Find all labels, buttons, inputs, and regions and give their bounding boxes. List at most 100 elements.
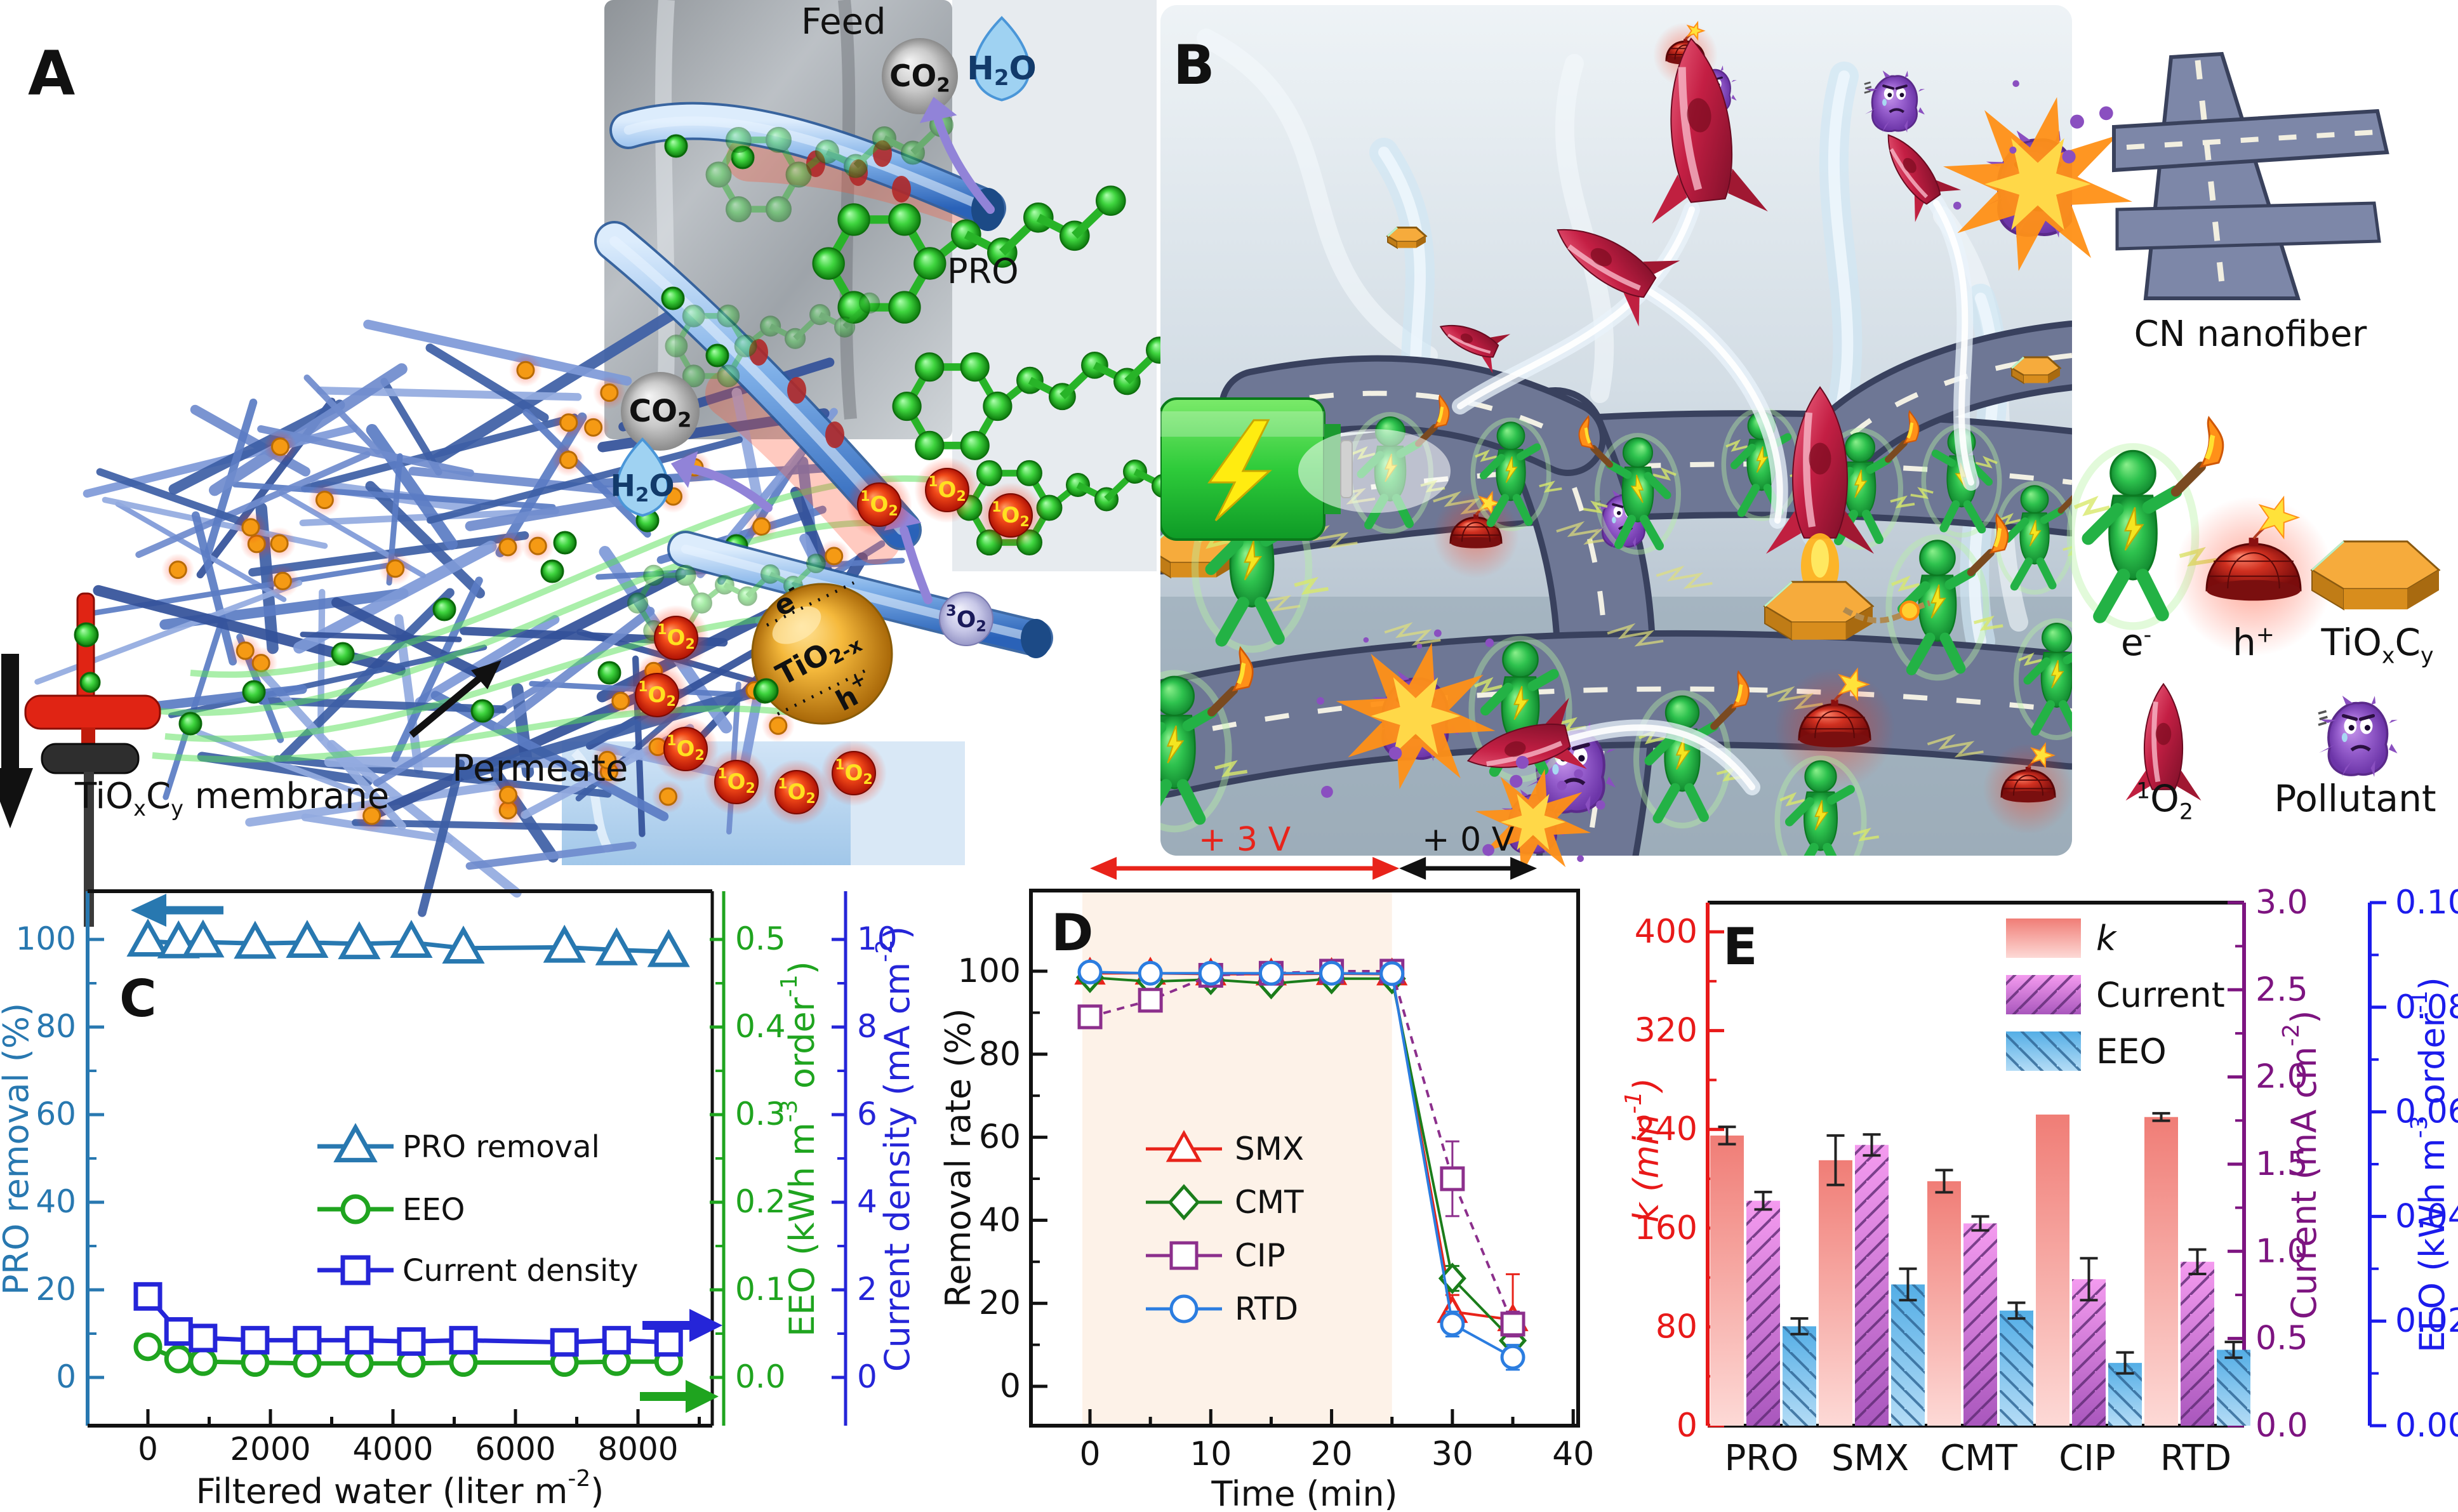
electrode-assembly [0,592,161,927]
data-marker [345,1325,374,1355]
lightning-icon [1244,540,1263,581]
d-x-tick: 30 [1432,1435,1473,1473]
d-x-tick: 0 [1079,1435,1100,1473]
e-bar-k-pro [1710,1125,1744,1426]
c-blue-tick: 6 [857,1096,877,1132]
pollutant-molecule [665,292,880,388]
singlet-oxygen-label: 1O2 [717,766,755,797]
d-legend-item: RTD [1146,1290,1298,1327]
e-bar-current-pro [1746,1190,1780,1426]
triplet-oxygen: 3O2 [939,592,993,646]
e-bar-eeo-smx [1891,1267,1925,1426]
membrane-label: TiOxCy membrane [75,776,390,821]
spark-icon [1838,667,1871,702]
e-bar-k-smx [1819,1134,1852,1426]
panel-letter-e: E [1723,917,1758,976]
singlet-oxygen-label: 1O2 [667,733,705,764]
arrow-icon [919,96,957,124]
spark-icon [1477,490,1503,517]
c-x-tick: 4000 [352,1431,433,1468]
lightning-icon [1675,738,1691,770]
d-y-tick: 60 [979,1118,1021,1157]
e-blue-tick: 0.00 [2395,1407,2458,1445]
e-category-label: RTD [2160,1438,2231,1479]
e-purple-tick: 1.5 [2255,1145,2308,1183]
c-green-tick: 0.2 [735,1183,786,1220]
data-marker [1440,1166,1465,1191]
d-y-tick: 0 [1000,1367,1021,1405]
data-marker [338,921,381,960]
data-marker [449,1325,478,1355]
singlet-oxygen-label: 1O2 [2136,777,2193,825]
c-left-axis-title: PRO removal (%) [0,1003,36,1295]
tioxcy-label: TiOxCy [2321,621,2434,669]
panel-letter-d: D [1051,903,1094,962]
data-marker [397,1327,426,1356]
panel-letter-a: A [28,38,76,109]
panel-letter-b: B [1173,34,1215,97]
data-marker [1319,960,1345,986]
d-x-tick: 20 [1311,1435,1353,1473]
c-green-tick: 0.5 [735,920,786,957]
c-blue-tick: 10 [857,920,898,957]
d-y-tick: 40 [979,1201,1021,1239]
c-x-tick: 2000 [230,1431,310,1468]
c-left-tick: 0 [56,1358,76,1395]
data-marker [293,1325,322,1355]
c-green-axis-title: EEO (kWh m-3 order-1) [776,961,822,1337]
data-marker [182,919,225,958]
data-marker [340,1194,371,1224]
d-legend-label: RTD [1235,1290,1298,1327]
h2o-label: H2O [610,469,674,507]
data-marker [164,1317,193,1346]
data-marker [1198,960,1223,986]
d-y-tick: 20 [979,1284,1021,1322]
data-marker [1500,1344,1525,1370]
data-marker [1169,1241,1199,1270]
cn-nanofiber-label: CN nanofiber [2134,314,2367,355]
permeate-label: Permeate [452,746,628,790]
data-marker [543,924,586,963]
spark-icon [2258,495,2301,540]
e-purple-tick: 0.0 [2255,1407,2308,1445]
co2-sphere [882,38,958,114]
pollutant-label: Pollutant [2274,777,2436,820]
e-purple-tick: 0.5 [2255,1320,2308,1358]
data-marker [602,1325,631,1355]
d-x-tick: 10 [1190,1435,1232,1473]
electron-runner-icon [2066,416,2224,630]
e-bar-eeo-cip [2108,1351,2142,1426]
lightning-icon [2029,520,2042,547]
c-series-pro-removal [126,918,690,967]
arrowhead-icon [1510,857,1538,880]
membrane-arrow-icon [471,660,502,689]
lightning-icon [1166,725,1185,764]
d-legend-label: CIP [1235,1237,1285,1274]
arrow-icon [670,451,698,488]
singlet-oxygen-label: 1O2 [778,776,816,807]
d-x-label: Time (min) [1211,1474,1397,1512]
singlet-oxygen-label: 1O2 [638,679,676,710]
singlet-oxygen-rocket-icon [2125,682,2202,801]
d-annotation: + 3 V [1090,821,1400,880]
c-legend-label: Current density [402,1253,639,1289]
e-blue-tick: 0.02 [2395,1302,2458,1340]
down-arrow-icon [0,654,33,828]
singlet-oxygen-rocket-icon [1887,134,1979,491]
d-legend-item: CMT [1146,1184,1304,1221]
data-marker [595,927,638,965]
e-legend-label: EEO [2096,1031,2167,1071]
data-marker [1138,960,1163,986]
right-arrow-icon [689,1309,722,1342]
d-legend-label: CMT [1235,1184,1304,1221]
c-green-tick: 0.3 [735,1096,786,1132]
data-marker [647,929,690,967]
data-marker [133,1332,163,1362]
electron-runner-icon [1578,414,1681,555]
c-blue-tick: 4 [857,1183,877,1220]
e-red-axis-title: k (min-1) [1621,1078,1666,1223]
arrowhead-icon [1399,857,1426,880]
chart-d: 0 10 20 30 40 Time (min) 0 20 40 60 80 100 Removal r… [938,821,1594,1512]
